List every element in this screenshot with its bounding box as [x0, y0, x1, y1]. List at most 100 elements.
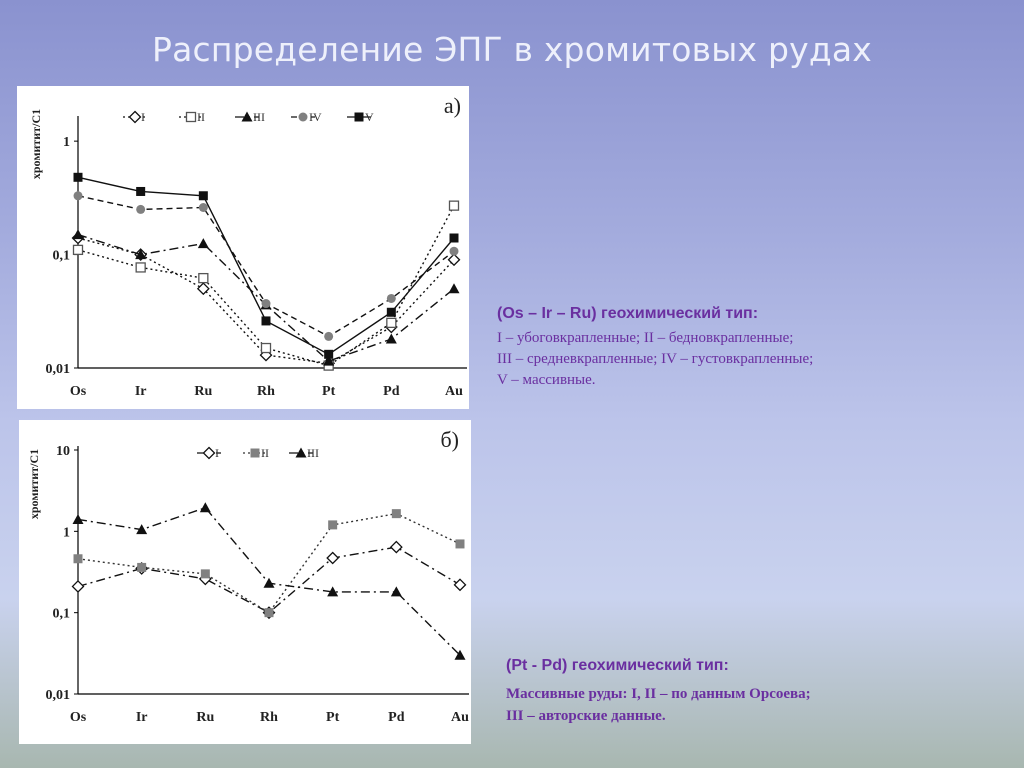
chart-a-panel: 0,01 0,1 1 Os Ir Ru Rh Pt Pd Au хромитит/С1 а) I II II… — [17, 86, 469, 409]
chart-a-x-tick-label: Pt — [322, 384, 336, 399]
chart-a-point-IV — [449, 246, 459, 256]
chart-a-point-V — [324, 349, 334, 359]
chart-a-point-III — [448, 283, 460, 294]
description-a-line: I – убоговкрапленные; II – бедновкраплен… — [497, 330, 794, 346]
chart-a-point-V — [449, 233, 459, 243]
chart-a-y-tick-label: 0,01 — [46, 362, 71, 377]
description-a-line: V – массивные. — [497, 372, 596, 388]
chart-a-x-tick-label: Os — [70, 384, 87, 399]
chart-a-point-III — [135, 249, 147, 260]
chart-a-legend-marker-V — [354, 112, 364, 122]
chart-a-legend-label-IV: IV — [309, 110, 322, 124]
chart-a-point-IV — [261, 299, 271, 309]
chart-b-legend-marker-II — [250, 448, 260, 458]
chart-b-y-tick-label: 1 — [63, 525, 70, 540]
chart-b-x-tick-label: Ir — [136, 710, 148, 725]
chart-a-point-III — [197, 238, 209, 249]
chart-b-point-III — [263, 577, 275, 588]
chart-b-point-III — [72, 513, 84, 524]
chart-a-point-II — [198, 272, 209, 284]
chart-b-legend-label-I: I — [215, 446, 219, 460]
chart-a-legend-label-V: V — [365, 110, 374, 124]
chart-b-point-III — [390, 586, 402, 597]
chart-a-legend-label-I: I — [141, 110, 145, 124]
chart-b-point-II — [264, 608, 274, 618]
chart-b-point-II — [391, 509, 401, 519]
chart-a-point-IV — [324, 331, 334, 341]
chart-a-y-tick-label: 1 — [63, 135, 70, 150]
chart-a-point-II — [135, 262, 146, 273]
chart-a-point-II — [260, 342, 272, 354]
chart-a-x-tick-label: Ir — [135, 384, 147, 399]
description-b: (Pt - Pd) геохимический тип: Массивные р… — [506, 657, 1006, 727]
chart-a-legend-marker-I — [128, 110, 142, 124]
chart-b-y-tick-label: 0,1 — [53, 607, 71, 622]
chart-a-point-I — [196, 282, 210, 296]
chart-b-point-III — [199, 502, 211, 513]
chart-a-x-tick-label: Au — [445, 384, 463, 399]
chart-a-legend-marker-IV — [298, 112, 308, 122]
chart-a-x-tick-label: Pd — [383, 384, 400, 399]
chart-a-point-IV — [136, 204, 146, 214]
slide-title: Распределение ЭПГ в хромитовых рудах — [151, 30, 873, 69]
chart-b-point-II — [328, 520, 338, 530]
chart-a-x-tick-label: Rh — [257, 384, 275, 399]
description-a-line: III – средневкрапленные; IV – густовкрап… — [497, 351, 814, 367]
chart-b-point-III — [454, 649, 466, 660]
chart-a-point-II — [72, 244, 84, 256]
chart-b-point-II — [200, 569, 210, 579]
chart-b-legend-label-III: III — [307, 446, 319, 460]
chart-a-panel-label: а) — [444, 93, 461, 118]
chart-b-point-I — [389, 540, 403, 554]
chart-b-panel: 0,01 0,1 1 10 Os Ir Ru Rh Pt Pd Au хромитит/С1 б) I II… — [19, 420, 471, 744]
chart-a-point-V — [73, 172, 83, 182]
chart-b-x-tick-label: Os — [70, 710, 87, 725]
chart-b-point-II — [137, 562, 147, 572]
chart-b-point-III — [136, 524, 148, 535]
chart-b-x-tick-label: Ru — [196, 710, 214, 725]
chart-a-point-V — [136, 186, 146, 196]
chart-a-point-III — [385, 333, 397, 344]
chart-a-point-IV — [73, 191, 83, 201]
description-a-heading: (Os – Ir – Ru) геохимический тип: — [497, 305, 759, 322]
chart-a-point-II — [448, 200, 460, 211]
chart-a-y-axis-label: хромитит/С1 — [29, 109, 43, 179]
chart-a-legend-label-II: II — [197, 110, 205, 124]
chart-b-point-III — [327, 586, 339, 597]
chart-a-point-III — [72, 229, 84, 240]
chart-b-x-tick-label: Pt — [326, 710, 340, 725]
description-a: (Os – Ir – Ru) геохимический тип: I – уб… — [497, 305, 997, 391]
chart-b-point-I — [71, 580, 85, 593]
chart-a-series-line-V — [77, 176, 455, 356]
chart-b-x-tick-label: Au — [451, 710, 469, 725]
description-b-line: III – авторские данные. — [506, 708, 666, 724]
chart-a-point-II — [386, 317, 397, 329]
chart-b-point-II — [455, 539, 465, 549]
chart-b-point-I — [453, 578, 467, 592]
chart-a-point-V — [198, 191, 208, 201]
chart-a-point-IV — [386, 293, 396, 303]
chart-a-series-line-II — [77, 205, 455, 367]
chart-a-point-I — [447, 253, 461, 267]
chart-a-point-IV — [198, 203, 208, 213]
chart-a-series-line-IV — [77, 195, 455, 338]
description-b-line: Массивные руды: I, II – по данным Орсоев… — [506, 686, 811, 702]
chart-b-point-II — [73, 554, 83, 564]
chart-a-series-line-III — [77, 233, 455, 362]
chart-b-legend-label-II: II — [261, 446, 269, 460]
chart-b-y-tick-label: 0,01 — [46, 688, 71, 703]
chart-a-point-V — [386, 307, 396, 317]
chart-b-x-tick-label: Pd — [388, 710, 405, 725]
chart-a-legend-marker-III — [241, 111, 253, 122]
chart-a-y-tick-label: 0,1 — [53, 249, 71, 264]
chart-b-legend-marker-I — [202, 446, 216, 460]
chart-a-point-V — [261, 316, 271, 326]
description-b-heading: (Pt - Pd) геохимический тип: — [506, 657, 729, 674]
chart-b-x-tick-label: Rh — [260, 710, 278, 725]
chart-b-panel-label: б) — [440, 427, 459, 452]
chart-a-legend-label-III: III — [253, 110, 265, 124]
chart-b-y-axis-label: хромитит/С1 — [27, 449, 41, 519]
chart-b-legend-marker-III — [295, 447, 307, 458]
chart-a-x-tick-label: Ru — [194, 384, 212, 399]
